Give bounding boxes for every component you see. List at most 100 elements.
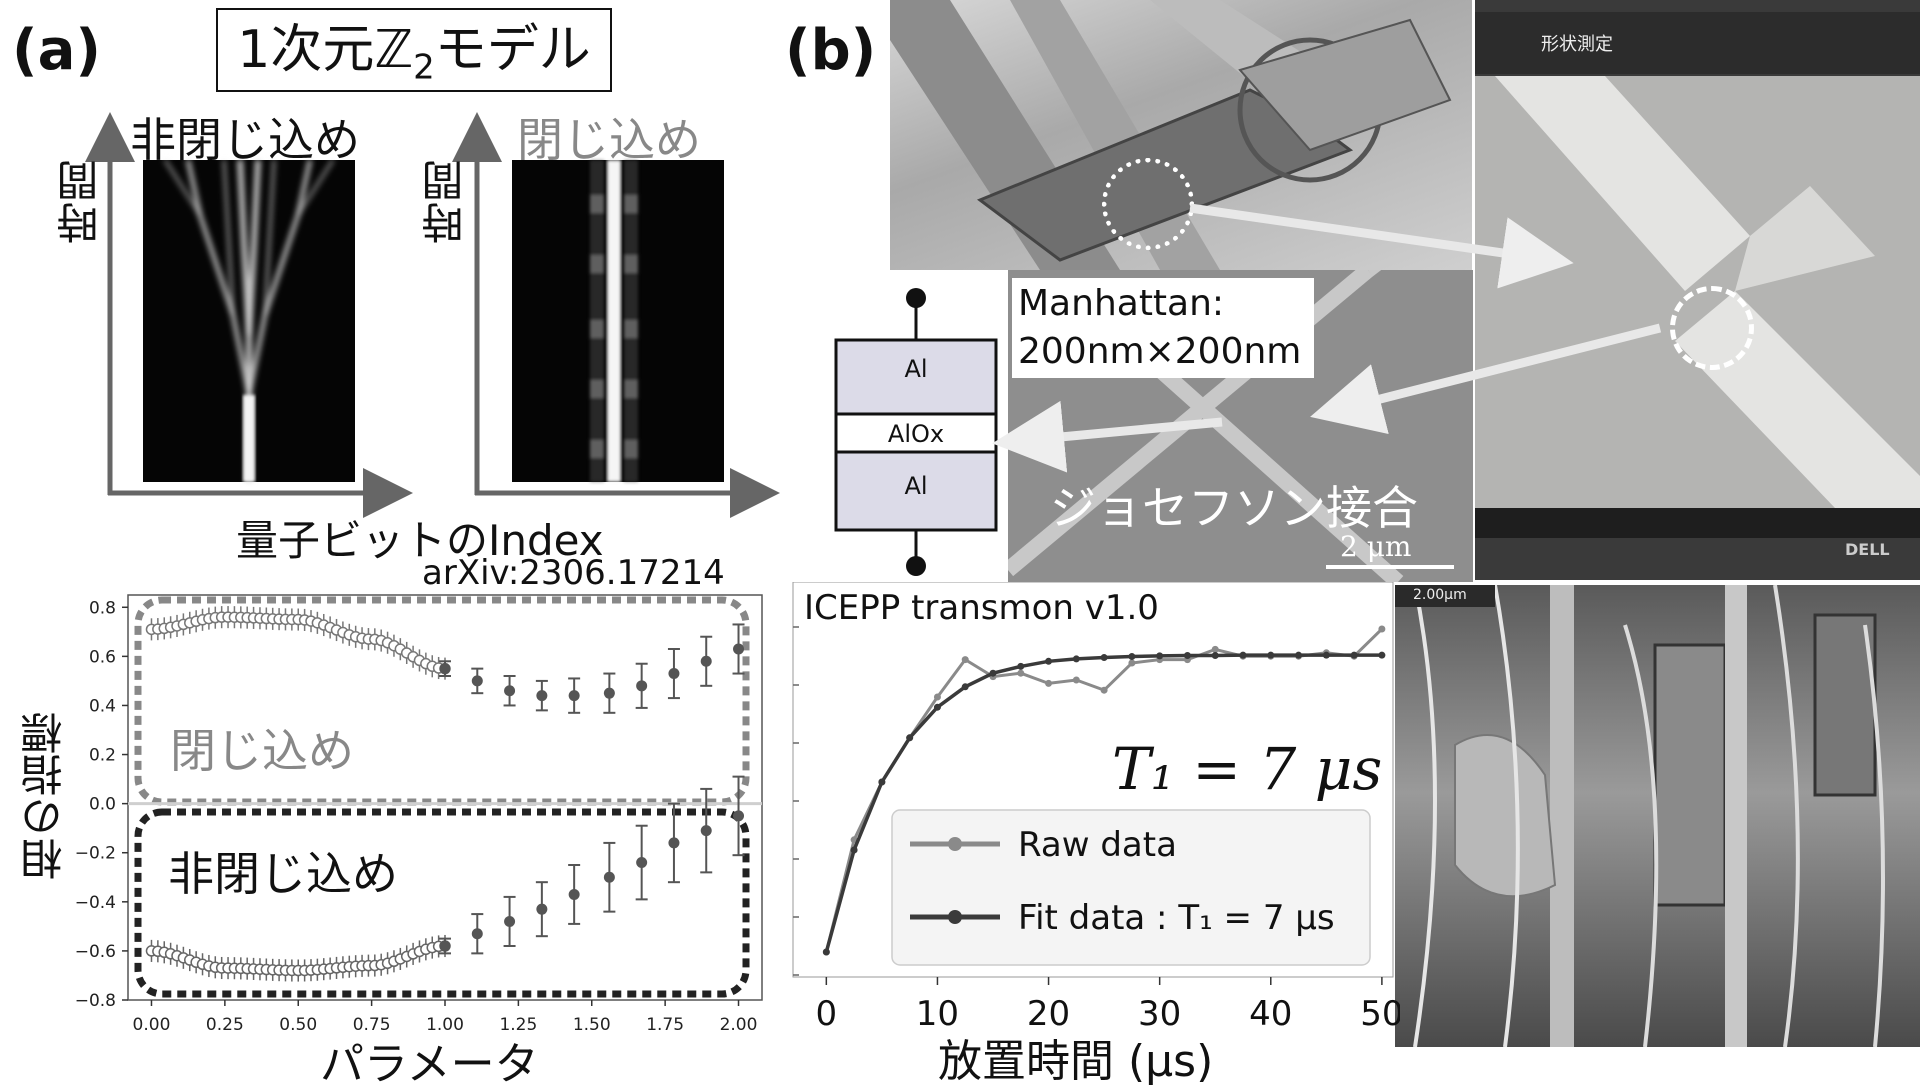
data-point bbox=[700, 655, 712, 667]
fit-data-point bbox=[1072, 655, 1080, 663]
phase-indicator-chart: 0.8 0.6 0.4 0.2 0.0 −0.2 −0.4 −0.6 −0.8 0.00 0.25 0… bbox=[75, 594, 763, 1035]
raw-data-point bbox=[1378, 625, 1386, 633]
phase-ylabel: 相の指標 bbox=[20, 712, 69, 880]
fit-data-point bbox=[1211, 652, 1219, 660]
x-tick-label: 0 bbox=[816, 994, 838, 1034]
fit-data-point bbox=[1017, 662, 1025, 670]
time-label-right: 時間 bbox=[421, 160, 470, 244]
fit-data-point bbox=[1378, 651, 1386, 659]
t1-legend-box bbox=[891, 809, 1371, 966]
y-tick-label: −0.4 bbox=[75, 893, 116, 913]
phase-region-confined-label: 閉じ込め bbox=[170, 724, 354, 778]
data-point bbox=[536, 690, 548, 702]
data-point bbox=[636, 857, 648, 869]
data-point bbox=[536, 903, 548, 915]
chip-junction-highlight bbox=[1102, 158, 1194, 250]
monitor-taskbar bbox=[1475, 508, 1920, 538]
raw-data-point bbox=[1100, 686, 1108, 694]
t1-xlabel: 放置時間 (μs) bbox=[938, 1036, 1214, 1087]
y-tick-label: −0.6 bbox=[75, 942, 116, 962]
t1-chart-title: ICEPP transmon v1.0 bbox=[804, 588, 1159, 628]
fit-data-point bbox=[822, 948, 830, 956]
monitor-junction-highlight bbox=[1670, 286, 1754, 370]
x-tick-label: 50 bbox=[1360, 994, 1400, 1034]
raw-data-point bbox=[1045, 679, 1053, 687]
jj-top-al: Al bbox=[904, 355, 928, 383]
panel-a-label: (a) bbox=[12, 18, 101, 83]
y-tick-label: 0.0 bbox=[89, 795, 116, 815]
fit-data-point bbox=[878, 778, 886, 786]
legend-fit-data: Fit data : T₁ = 7 μs bbox=[1018, 898, 1335, 938]
raw-data-point bbox=[1072, 676, 1080, 684]
manhattan-label-box: Manhattan: 200nm×200nm bbox=[1012, 278, 1314, 378]
data-point bbox=[603, 871, 615, 883]
monitor-brand: DELL bbox=[1845, 540, 1890, 559]
data-point bbox=[568, 690, 580, 702]
heatmaps-figure bbox=[85, 112, 780, 518]
fit-data-point bbox=[1350, 651, 1358, 659]
data-point bbox=[439, 940, 451, 952]
data-point bbox=[636, 680, 648, 692]
monitor-screen bbox=[1475, 76, 1920, 508]
manhattan-label-line1: Manhattan: bbox=[1018, 283, 1225, 324]
monitor-photo: 形状測定 DELL bbox=[1475, 0, 1920, 580]
josephson-junction-schematic bbox=[834, 288, 998, 576]
model-title-end: モデル bbox=[434, 20, 591, 80]
heatmap-deconfined bbox=[143, 158, 355, 482]
fit-data-point bbox=[1128, 653, 1136, 661]
raw-data-point bbox=[1128, 659, 1136, 667]
phase-xlabel: パラメータ bbox=[320, 1039, 539, 1090]
data-point bbox=[471, 675, 483, 687]
x-tick-label: 0.75 bbox=[353, 1015, 391, 1035]
y-tick-label: −0.8 bbox=[75, 991, 116, 1011]
time-label-left: 時間 bbox=[56, 160, 105, 244]
jj-bottom-al: Al bbox=[904, 472, 928, 500]
data-point bbox=[504, 685, 516, 697]
monitor-toolbar: 形状測定 bbox=[1475, 12, 1920, 74]
data-point bbox=[700, 825, 712, 837]
x-tick-label: 1.75 bbox=[646, 1015, 684, 1035]
panel-b-label: (b) bbox=[785, 18, 877, 83]
fit-data-point bbox=[1267, 651, 1275, 659]
fit-data-point bbox=[850, 846, 858, 854]
x-tick-label: 40 bbox=[1249, 994, 1292, 1034]
raw-data-point bbox=[961, 656, 969, 664]
raw-data-point bbox=[1211, 645, 1219, 653]
fit-data-point bbox=[1295, 651, 1303, 659]
x-tick-label: 2.00 bbox=[720, 1015, 758, 1035]
model-title-box: 1次元ℤ2モデル bbox=[216, 8, 612, 92]
x-tick-label: 10 bbox=[916, 994, 959, 1034]
model-title-subscript: 2 bbox=[413, 47, 435, 88]
fit-data-point bbox=[1322, 651, 1330, 659]
x-tick-label: 1.00 bbox=[426, 1015, 464, 1035]
raw-data-point bbox=[1017, 669, 1025, 677]
fit-data-point bbox=[1183, 652, 1191, 660]
fit-data-point bbox=[989, 669, 997, 677]
y-tick-label: −0.2 bbox=[75, 844, 116, 864]
x-tick-label: 0.00 bbox=[133, 1015, 171, 1035]
data-point bbox=[504, 915, 516, 927]
y-tick-label: 0.8 bbox=[89, 598, 116, 618]
arxiv-citation: arXiv:2306.17214 bbox=[422, 553, 725, 593]
legend-raw-data: Raw data bbox=[1018, 825, 1177, 865]
fit-data-point bbox=[1100, 654, 1108, 662]
fit-data-point bbox=[906, 734, 914, 742]
t1-decay-chart: 0 10 20 30 40 50 bbox=[792, 582, 1400, 1034]
data-point bbox=[733, 810, 745, 822]
sem-scale-label: 2 μm bbox=[1340, 530, 1412, 563]
model-title: 1次元ℤ bbox=[237, 20, 414, 80]
data-point bbox=[439, 663, 451, 675]
qubit-index-label: 量子ビットのIndex bbox=[236, 516, 604, 565]
cryostat-photo: 2.00μm bbox=[1395, 585, 1920, 1047]
data-point bbox=[668, 668, 680, 680]
data-point bbox=[471, 928, 483, 940]
fit-data-point bbox=[1045, 657, 1053, 665]
manhattan-label-line2: 200nm×200nm bbox=[1018, 331, 1302, 372]
heatmap-confined-title: 閉じ込め bbox=[517, 113, 701, 167]
jj-oxide-layer: AlOx bbox=[887, 420, 945, 448]
fit-data-point bbox=[1156, 652, 1164, 660]
x-tick-label: 20 bbox=[1027, 994, 1070, 1034]
data-point bbox=[568, 888, 580, 900]
y-tick-label: 0.6 bbox=[89, 647, 116, 667]
t1-annotation: T₁ = 7 μs bbox=[1112, 735, 1383, 803]
